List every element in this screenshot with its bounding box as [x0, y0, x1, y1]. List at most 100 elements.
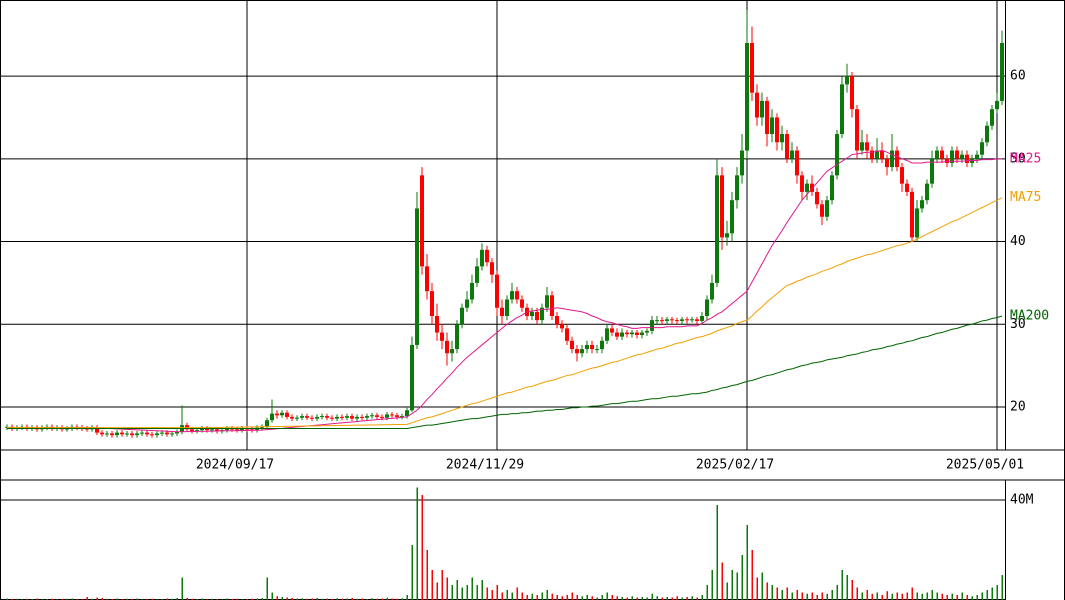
candle-body — [755, 92, 759, 118]
volume-bar — [426, 550, 428, 600]
candle-body — [170, 433, 174, 435]
candle-body — [760, 100, 764, 118]
volume-bar — [346, 598, 348, 600]
candle-body — [730, 200, 734, 234]
candle-body — [890, 150, 894, 168]
volume-bar — [741, 555, 743, 600]
volume-bar — [301, 598, 303, 600]
candle-body — [585, 344, 589, 350]
volume-bar — [791, 592, 793, 600]
candle-body — [300, 416, 304, 418]
candle-body — [825, 200, 829, 217]
candle-body — [310, 417, 314, 419]
candle-body — [680, 319, 684, 321]
candle-body — [990, 109, 994, 126]
volume-bar — [941, 593, 943, 600]
volume-bar — [446, 577, 448, 600]
volume-bar — [726, 582, 728, 600]
x-tick-label: 2025/02/17 — [696, 458, 774, 473]
candle-body — [895, 150, 899, 168]
volume-bar — [561, 596, 563, 600]
candle-body — [660, 320, 664, 322]
candle-body — [400, 416, 404, 418]
volume-bar — [311, 598, 313, 600]
candle-body — [835, 134, 839, 176]
volume-bar — [666, 597, 668, 600]
volume-bar — [676, 596, 678, 600]
candle-body — [125, 433, 129, 435]
volume-bar — [616, 596, 618, 600]
volume-bar — [656, 596, 658, 600]
volume-bar — [896, 592, 898, 600]
candle-body — [775, 117, 779, 143]
candle-body — [860, 142, 864, 151]
volume-bar — [781, 590, 783, 600]
volume-bar — [786, 587, 788, 600]
candle-body — [560, 324, 564, 329]
volume-bar — [716, 505, 718, 600]
volume-bar — [721, 562, 723, 600]
volume-bar — [691, 596, 693, 600]
volume-bar — [271, 592, 273, 600]
volume-bar — [971, 596, 973, 600]
volume-bar — [336, 598, 338, 600]
volume-bar — [466, 585, 468, 600]
volume-bar — [646, 597, 648, 600]
volume-bar — [621, 597, 623, 600]
candle-body — [285, 412, 289, 417]
candle-body — [545, 295, 549, 308]
volume-bar — [936, 592, 938, 600]
volume-bar — [396, 598, 398, 600]
candle-body — [740, 150, 744, 176]
candle-body — [200, 428, 204, 431]
candle-body — [165, 432, 169, 435]
candle-body — [900, 167, 904, 184]
y-tick-label: 50 — [1010, 151, 1026, 166]
volume-bar — [106, 598, 108, 600]
volume-bar — [796, 590, 798, 600]
volume-bar — [371, 598, 373, 600]
volume-bar — [256, 598, 258, 600]
volume-bar — [866, 590, 868, 600]
volume-bar — [576, 595, 578, 600]
volume-bar — [276, 596, 278, 600]
legend-label: MA200 — [1010, 308, 1049, 323]
candle-body — [230, 428, 234, 430]
volume-bar — [951, 593, 953, 600]
volume-bar — [861, 592, 863, 600]
candle-body — [575, 349, 579, 354]
volume-bar — [451, 585, 453, 600]
candle-body — [975, 154, 979, 159]
candle-body — [390, 414, 394, 416]
volume-bar — [326, 598, 328, 600]
candle-body — [720, 175, 724, 238]
ma-line — [7, 315, 1003, 429]
candle-body — [1000, 43, 1004, 101]
volume-bar — [401, 598, 403, 600]
volume-bar — [966, 595, 968, 600]
candle-body — [905, 183, 909, 192]
candle-body — [115, 432, 119, 436]
candle-body — [235, 429, 239, 431]
candle-body — [145, 432, 149, 435]
ma-line — [7, 197, 1003, 429]
volume-bar — [486, 587, 488, 600]
volume-bar — [501, 592, 503, 600]
candle-body — [540, 307, 544, 321]
candle-body — [615, 332, 619, 337]
volume-bar — [816, 595, 818, 600]
candle-body — [370, 415, 374, 417]
volume-bar — [591, 596, 593, 600]
volume-bar — [546, 590, 548, 600]
candle-body — [95, 427, 99, 433]
candle-body — [700, 315, 704, 321]
candle-body — [780, 134, 784, 143]
candle-body — [645, 330, 649, 333]
candle-body — [960, 154, 964, 159]
volume-bar — [601, 595, 603, 600]
candle-body — [85, 428, 89, 430]
candle-body — [655, 320, 659, 322]
volume-bar — [416, 487, 418, 600]
volume-bar — [116, 598, 118, 600]
volume-bar — [671, 597, 673, 600]
